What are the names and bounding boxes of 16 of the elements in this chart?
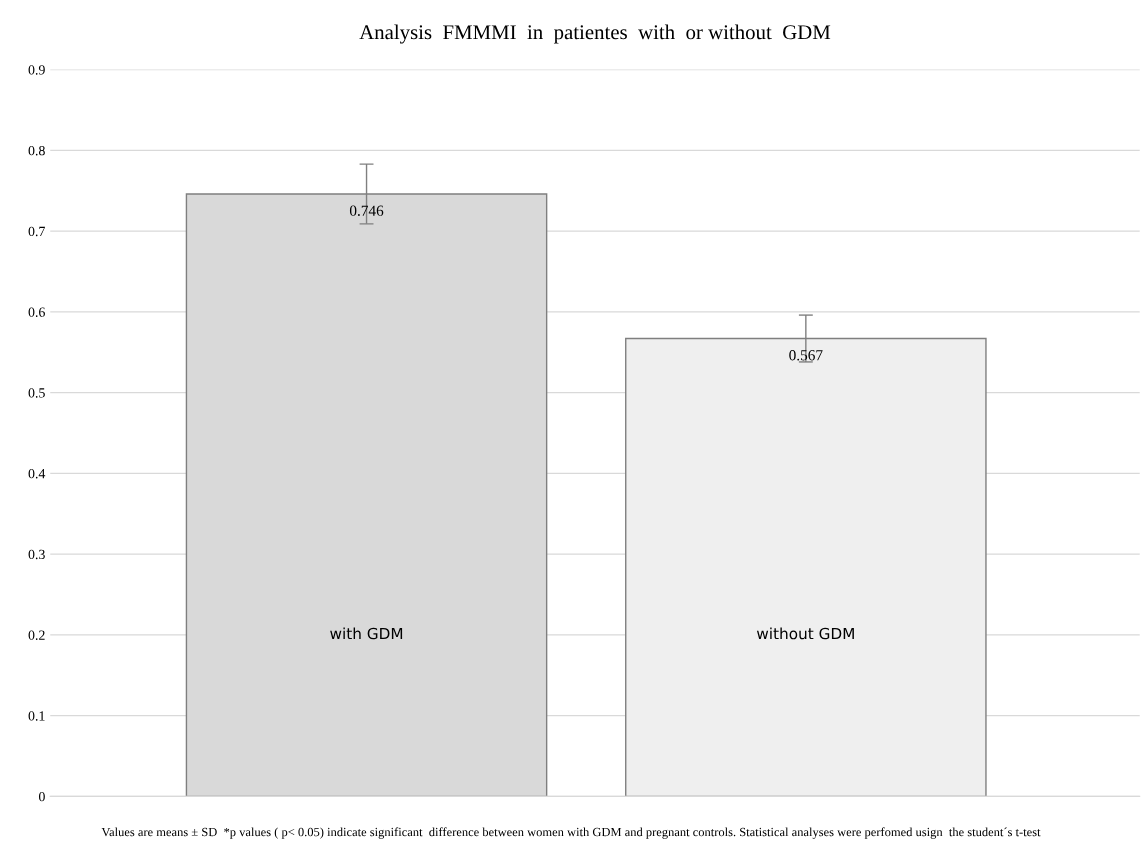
x-tick-label: without GDM	[756, 627, 854, 640]
text: Values are means ± SD *p values ( p< 0.05) indicate significant difference between women with GDM and pregnant controls. Statistical analyses were perfomed usign the student´s t-test	[101, 827, 1041, 839]
y-tick-label: 0.2	[28, 630, 45, 640]
data-label: 0.746	[349, 205, 384, 216]
y-tick-label: 0.4	[28, 468, 46, 479]
y-tick-label: 0.7	[28, 226, 45, 237]
x-tick-label: with GDM	[330, 627, 403, 640]
y-tick-label: 0.5	[28, 388, 45, 398]
y-tick-label: 0.3	[28, 549, 45, 560]
y-tick-label: 0	[38, 791, 45, 802]
y-tick-label: 0.1	[28, 711, 45, 721]
y-tick-label: 0.9	[28, 65, 45, 75]
y-tick-label: 0.8	[28, 145, 45, 156]
data-label: 0.567	[789, 350, 823, 361]
chart-title: Analysis FMMMI in patientes with or without GDM	[359, 24, 831, 44]
y-tick-label: 0.6	[28, 307, 45, 317]
